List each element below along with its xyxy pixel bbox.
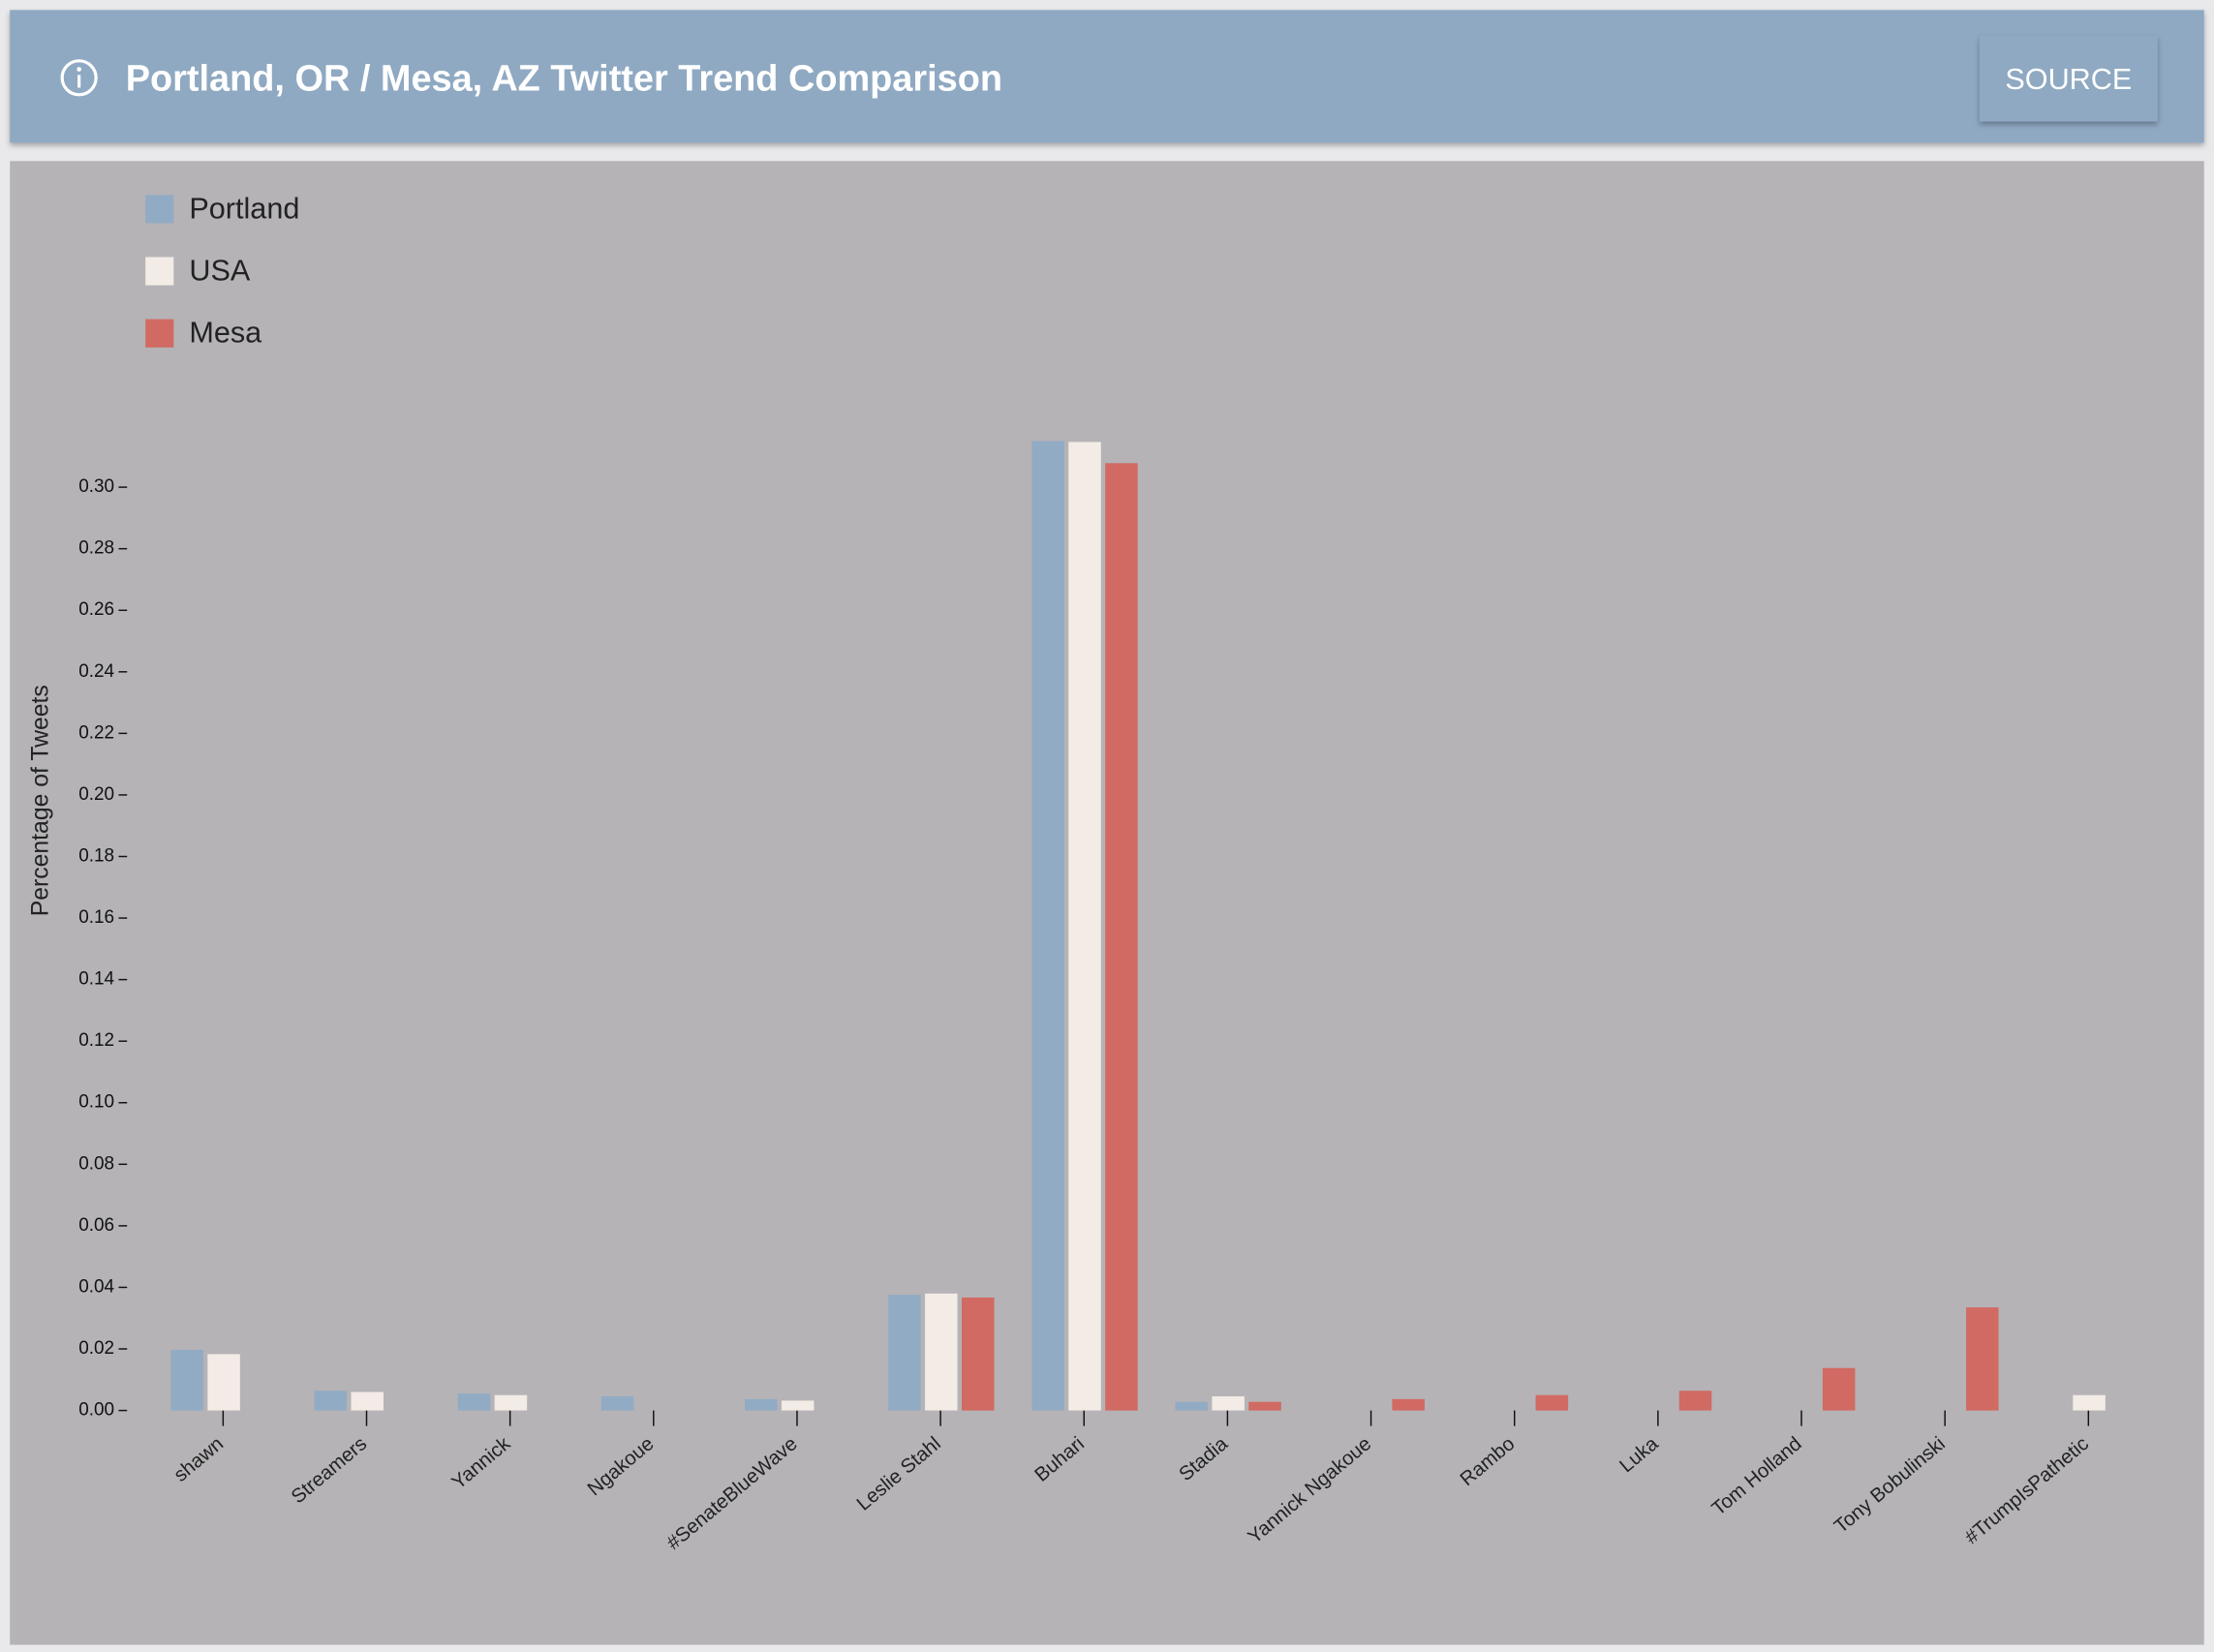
bar (207, 1354, 240, 1411)
y-tick-label: 0.20 (78, 784, 114, 805)
y-tick-label: 0.08 (78, 1153, 114, 1174)
bar (1966, 1307, 1999, 1411)
bar (351, 1392, 384, 1411)
info-icon[interactable] (60, 59, 98, 97)
header-title: Portland, OR / Mesa, AZ Twitter Trend Co… (126, 58, 1002, 99)
y-tick-label: 0.16 (78, 907, 114, 928)
bar (1105, 463, 1138, 1411)
y-tick-label: 0.30 (78, 476, 114, 497)
source-button[interactable] (1979, 35, 2158, 122)
legend-label: Portland (189, 192, 299, 225)
bar (1678, 1391, 1712, 1411)
bar (1248, 1401, 1281, 1411)
bar (781, 1400, 815, 1411)
info-dot (77, 67, 81, 72)
legend-label: Mesa (189, 317, 262, 350)
legend-swatch (145, 195, 174, 224)
y-tick-label: 0.24 (78, 661, 114, 682)
y-tick-label: 0.06 (78, 1215, 114, 1236)
bar (600, 1395, 634, 1411)
y-tick-label: 0.18 (78, 845, 114, 866)
bar (1822, 1367, 1856, 1411)
legend-label: USA (189, 255, 251, 288)
bar (2073, 1394, 2106, 1411)
y-tick-label: 0.22 (78, 722, 114, 743)
y-tick-label: 0.04 (78, 1276, 114, 1297)
bar (1068, 442, 1101, 1411)
bar (494, 1394, 528, 1411)
bar (1212, 1395, 1245, 1411)
header-bar (10, 10, 2204, 143)
bar (961, 1297, 995, 1411)
bar (457, 1393, 491, 1411)
bar (1175, 1401, 1209, 1411)
bar (745, 1398, 778, 1411)
y-tick-label: 0.28 (78, 538, 114, 559)
bar (1392, 1398, 1425, 1411)
y-tick-label: 0.02 (78, 1338, 114, 1359)
y-tick-label: 0.12 (78, 1030, 114, 1051)
y-tick-label: 0.10 (78, 1092, 114, 1113)
bar (925, 1293, 958, 1411)
y-axis-label: Percentage of Tweets (28, 685, 54, 916)
y-tick-label: 0.26 (78, 599, 114, 620)
bar (888, 1295, 921, 1411)
legend-swatch (145, 319, 174, 348)
bar (1031, 441, 1064, 1411)
source-button-label[interactable]: SOURCE (2005, 63, 2132, 96)
y-tick-label: 0.00 (78, 1400, 114, 1421)
legend-swatch (145, 257, 174, 286)
bar (1535, 1394, 1569, 1411)
bar (170, 1349, 203, 1411)
y-tick-label: 0.14 (78, 969, 114, 990)
bar (314, 1391, 348, 1411)
